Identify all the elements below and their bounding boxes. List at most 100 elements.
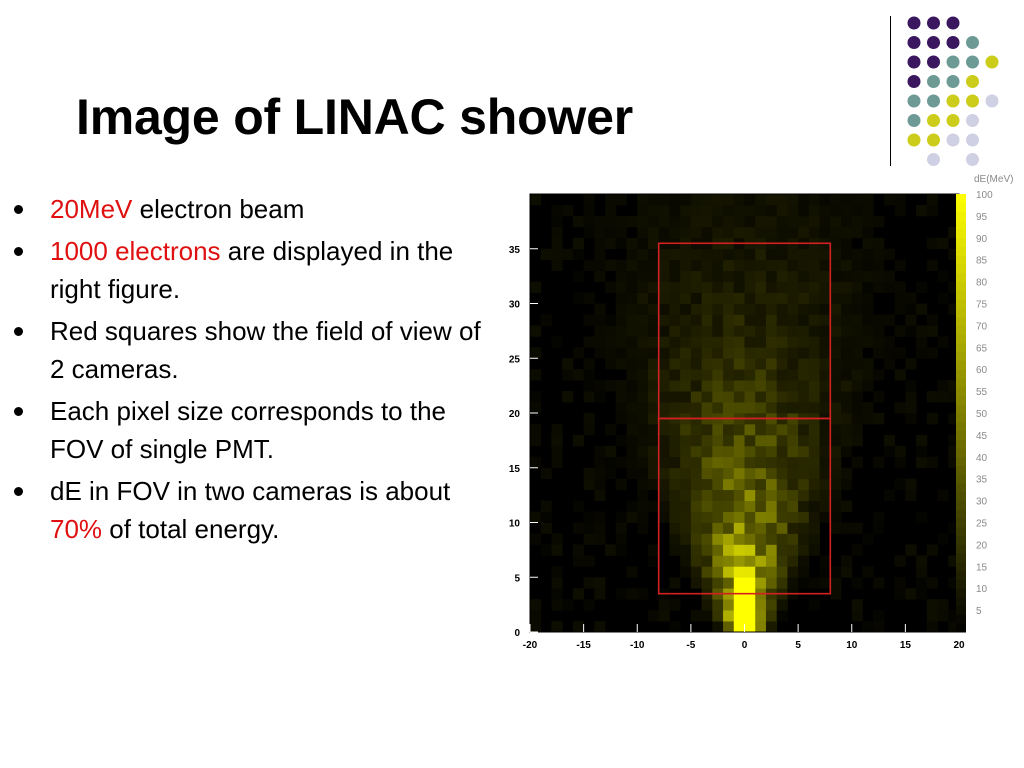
heatmap-cell	[690, 434, 702, 447]
heatmap-cell	[916, 434, 928, 447]
heatmap-cell	[712, 347, 724, 359]
heatmap-cell	[733, 467, 745, 480]
heatmap-cell	[798, 445, 810, 458]
heatmap-cell	[808, 292, 820, 304]
bullet-text: dE in FOV in two cameras is about	[50, 476, 451, 506]
heatmap-cell	[712, 248, 724, 261]
heatmap-cell	[626, 445, 638, 458]
heatmap-cell	[787, 204, 799, 217]
bullet-text: are displayed in the right figure.	[50, 236, 454, 304]
heatmap-cell	[851, 325, 863, 337]
heatmap-cell	[744, 336, 756, 348]
heatmap-cell	[680, 445, 692, 458]
heatmap-cell	[873, 369, 885, 381]
heatmap-cell	[808, 391, 820, 403]
heatmap-cell	[733, 270, 745, 282]
heatmap-cell	[787, 500, 799, 512]
decorative-dot	[907, 55, 921, 69]
heatmap-cell	[733, 610, 745, 622]
colorbar-tick-label: 15	[976, 562, 988, 573]
heatmap-cell	[690, 292, 702, 304]
heatmap-cell	[948, 413, 960, 425]
heatmap-cell	[916, 566, 928, 578]
heatmap-cell	[658, 467, 670, 480]
heatmap-cell	[776, 347, 788, 359]
heatmap-cell	[669, 292, 681, 304]
heatmap-cell	[605, 358, 617, 370]
heatmap-cell	[851, 577, 863, 589]
heatmap-cell	[733, 544, 745, 556]
heatmap-cell	[583, 215, 595, 228]
heatmap-cell	[615, 226, 627, 239]
heatmap-cell	[647, 358, 660, 370]
heatmap-cell	[905, 478, 917, 491]
colorbar-cell	[956, 386, 966, 396]
heatmap-cell	[776, 314, 788, 326]
heatmap-cell	[862, 566, 874, 578]
heatmap-cell	[808, 599, 820, 611]
heatmap-cell	[583, 478, 595, 491]
heatmap-cell	[690, 303, 702, 315]
heatmap-cell	[841, 555, 853, 567]
heatmap-cell	[669, 402, 681, 414]
heatmap-cell	[937, 489, 949, 501]
heatmap-cell	[701, 489, 713, 501]
heatmap-cell	[572, 369, 585, 381]
heatmap-cell	[615, 336, 627, 348]
heatmap-cell	[723, 566, 735, 578]
heatmap-cell	[572, 237, 585, 250]
heatmap-cell	[626, 358, 638, 370]
heatmap-cell	[701, 248, 713, 261]
heatmap-cell	[637, 194, 649, 206]
heatmap-cell	[787, 522, 799, 534]
heatmap-cell	[755, 456, 767, 469]
colorbar-tick-label: 45	[976, 431, 988, 442]
heatmap-cell	[637, 423, 649, 436]
heatmap-cell	[626, 456, 638, 469]
heatmap-cell	[626, 336, 638, 348]
heatmap-cell	[712, 194, 724, 206]
heatmap-cell	[712, 544, 724, 556]
heatmap-cell	[819, 391, 831, 403]
heatmap-cell	[765, 610, 778, 622]
heatmap-cell	[873, 347, 885, 359]
heatmap-cell	[776, 467, 788, 480]
heatmap-cell	[669, 434, 681, 447]
heatmap-cell	[798, 226, 810, 239]
heatmap-cell	[808, 577, 820, 589]
x-tick-label: -10	[630, 640, 645, 651]
heatmap-cell	[926, 194, 938, 206]
heatmap-cell	[744, 621, 756, 633]
heatmap-cell	[669, 270, 681, 282]
heatmap-cell	[551, 434, 563, 447]
heatmap-cell	[626, 314, 638, 326]
decorative-dot	[985, 55, 999, 69]
heatmap-cell	[647, 336, 660, 348]
heatmap-cell	[765, 402, 778, 414]
heatmap-cell	[776, 544, 788, 556]
heatmap-cell	[626, 292, 638, 304]
heatmap-cell	[744, 511, 756, 523]
heatmap-cell	[594, 478, 606, 491]
heatmap-cell	[701, 555, 713, 567]
heatmap-cell	[765, 599, 778, 611]
heatmap-cell	[841, 402, 853, 414]
heatmap-cell	[680, 194, 692, 206]
heatmap-cell	[851, 610, 863, 622]
heatmap-cell	[916, 281, 928, 293]
y-tick-label: 10	[509, 519, 521, 530]
heatmap-cell	[701, 325, 713, 337]
heatmap-cell	[669, 369, 681, 381]
heatmap-cell	[723, 347, 735, 359]
heatmap-cell	[594, 577, 606, 589]
heatmap-cell	[819, 577, 831, 589]
heatmap-cell	[712, 610, 724, 622]
heatmap-cell	[615, 588, 627, 600]
heatmap-cell	[851, 226, 863, 239]
heatmap-cell	[787, 314, 799, 326]
heatmap-cell	[916, 204, 928, 217]
heatmap-cell	[841, 303, 853, 315]
heatmap-cell	[626, 402, 638, 414]
heatmap-cell	[647, 555, 660, 567]
heatmap-cell	[830, 522, 842, 534]
